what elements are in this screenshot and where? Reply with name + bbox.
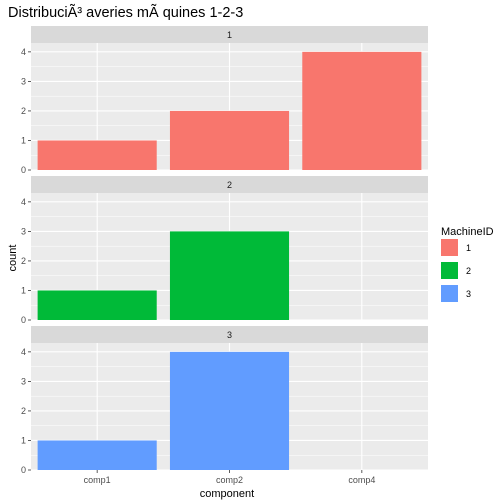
- y-tick-label: 0: [21, 465, 26, 475]
- y-tick-label: 2: [21, 256, 26, 266]
- facet-strip: [31, 326, 428, 343]
- bar-3-comp2: [169, 351, 290, 470]
- y-axis-title: count: [7, 245, 19, 272]
- x-tick-label: comp2: [216, 475, 243, 485]
- bar-1-comp4: [302, 51, 422, 170]
- x-axis-title: component: [200, 488, 254, 500]
- legend: MachineID 1 2 3: [441, 226, 494, 302]
- bar-2-comp1: [37, 290, 157, 320]
- y-tick-label: 3: [21, 76, 26, 86]
- legend-title: MachineID: [441, 226, 494, 238]
- bar-1-comp2: [169, 110, 290, 170]
- facet-panels: 1 0 1 2 3 4 2 0 1 2 3 4 3 0 1 2 3 4: [21, 26, 428, 475]
- y-tick-label: 1: [21, 135, 26, 145]
- bar-3-comp1: [37, 440, 157, 470]
- y-tick-label: 0: [21, 165, 26, 175]
- legend-key-3: [441, 285, 458, 302]
- legend-label-1: 1: [466, 243, 471, 253]
- y-tick-label: 1: [21, 285, 26, 295]
- legend-label-3: 3: [466, 289, 471, 299]
- x-tick-label: comp4: [348, 475, 375, 485]
- facet-strip: [31, 26, 428, 43]
- y-tick-label: 0: [21, 315, 26, 325]
- bar-1-comp1: [37, 140, 157, 170]
- legend-label-2: 2: [466, 266, 471, 276]
- y-tick-label: 2: [21, 406, 26, 416]
- y-tick-label: 3: [21, 226, 26, 236]
- legend-key-1: [441, 239, 458, 256]
- facet-strip-label: 3: [227, 330, 232, 340]
- y-tick-label: 3: [21, 376, 26, 386]
- x-tick-label: comp1: [84, 475, 111, 485]
- y-tick-label: 4: [21, 347, 26, 357]
- y-tick-label: 1: [21, 435, 26, 445]
- facet-strip-label: 2: [227, 180, 232, 190]
- y-tick-label: 4: [21, 47, 26, 57]
- x-axis: comp1 comp2 comp4: [84, 470, 375, 485]
- legend-key-2: [441, 262, 458, 279]
- facet-strip: [31, 176, 428, 193]
- facet-2: 2 0 1 2 3 4: [21, 176, 428, 325]
- facet-strip-label: 1: [227, 30, 232, 40]
- facet-1: 1 0 1 2 3 4: [21, 26, 428, 175]
- y-tick-label: 4: [21, 197, 26, 207]
- facet-3: 3 0 1 2 3 4: [21, 326, 428, 475]
- y-tick-label: 2: [21, 106, 26, 116]
- chart-title: DistribuciÃ³ averies mÃ quines 1-2-3: [8, 4, 243, 21]
- bar-2-comp2: [169, 231, 290, 320]
